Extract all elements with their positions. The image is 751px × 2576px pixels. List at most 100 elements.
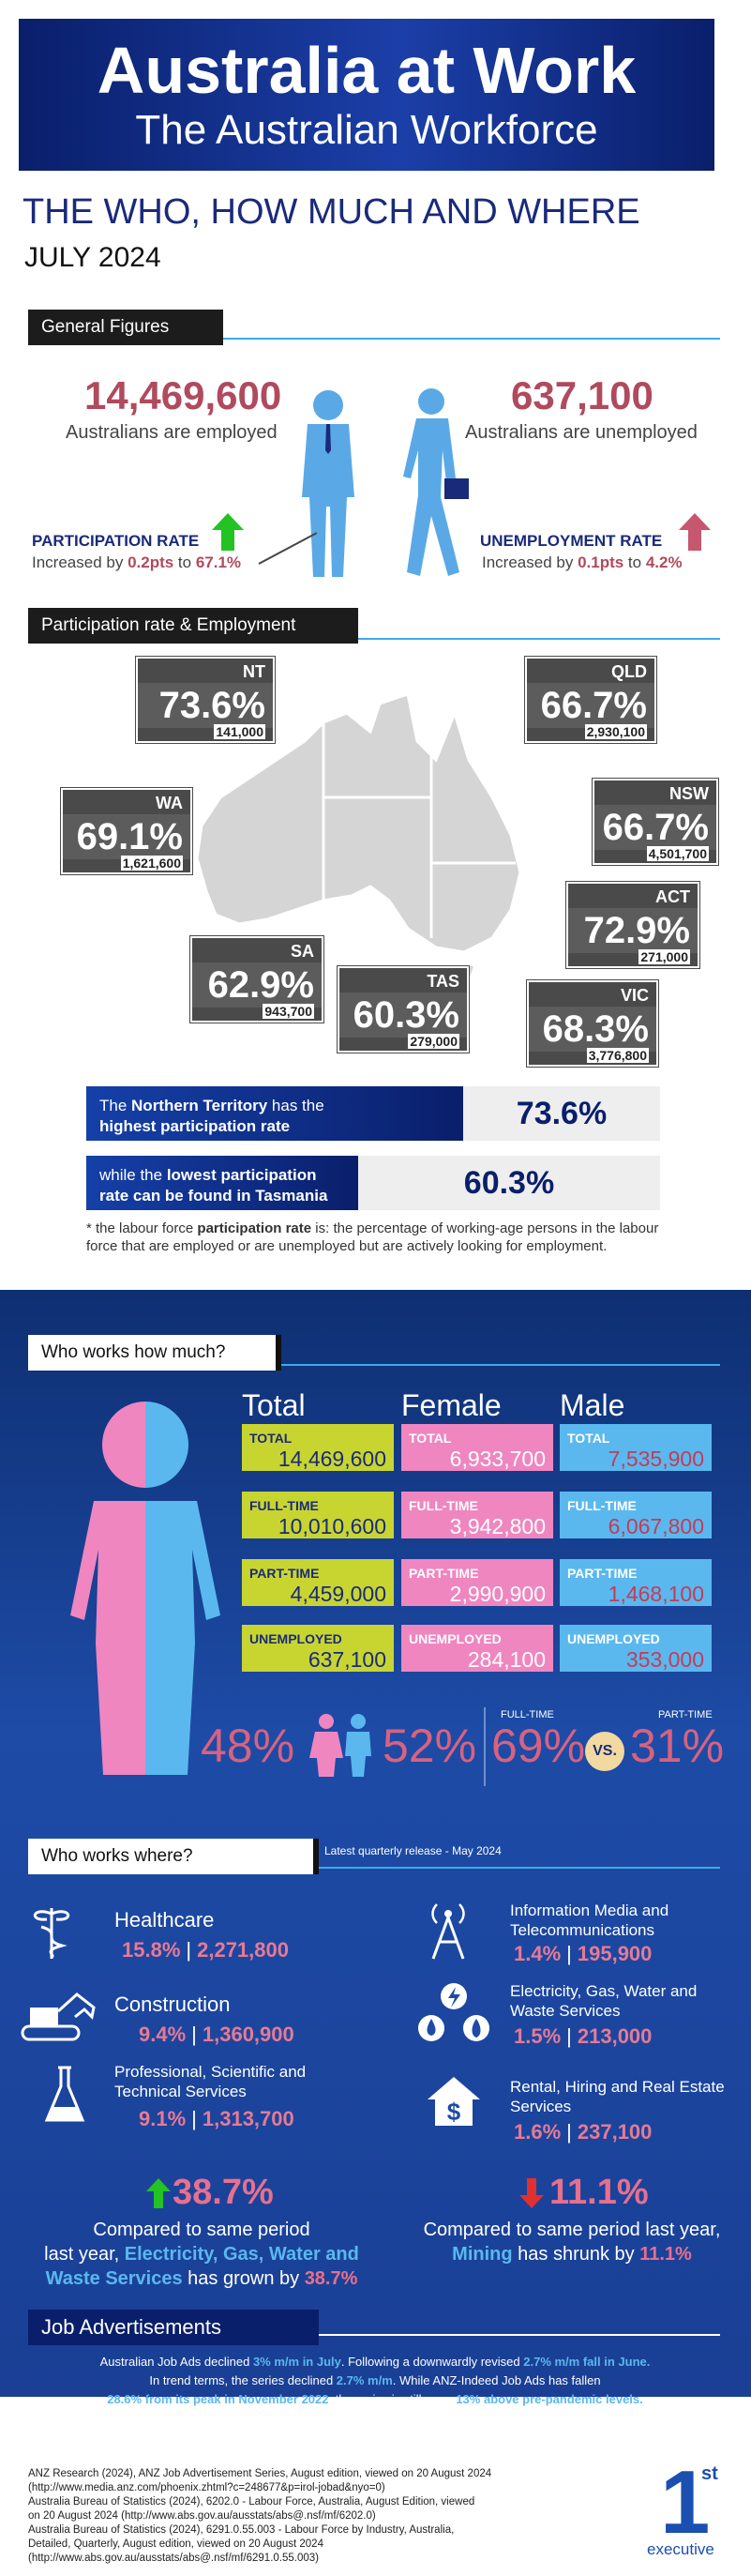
table-cell-total: TOTAL 14,469,600 [242,1424,394,1471]
cell-label: PART-TIME [249,1566,320,1581]
parttime-caption: PART-TIME [658,1709,713,1720]
unemployed-text: Australians are unemployed [465,422,698,443]
table-cell-male: FULL-TIME 6,067,800 [560,1492,712,1538]
employed-value: 14,469,600 [84,373,282,417]
industry-name: Information Media and Telecommunications [510,1902,669,1939]
parttime-percent: 31% [630,1720,725,1772]
table-cell-female: UNEMPLOYED 284,100 [401,1625,553,1672]
up-arrow-icon [146,2178,171,2208]
lowest-rate-text: while the lowest participation rate can … [86,1156,358,1210]
highest-rate-text: The Northern Territory has the highest pa… [86,1086,463,1141]
state-box-nt: NT 73.6% 141,000 [135,656,276,744]
worker-figures-illustration [302,388,469,577]
column-female: Female [401,1388,502,1422]
participation-rate-change: Increased by 0.2pts to 67.1% [32,553,242,571]
utilities-icon [418,1983,489,2041]
industry-value: 1.6% | 237,100 [514,2120,653,2144]
participation-footnote: * the labour force participation rate is… [86,1220,659,1254]
industry-value: 9.1% | 1,313,700 [139,2107,294,2130]
report-date: JULY 2024 [24,242,161,273]
divider [358,638,720,640]
state-box-qld: QLD 66.7% 2,930,100 [524,656,657,744]
antenna-icon [431,1903,465,1960]
lowest-rate-value: 60.3% [358,1156,660,1210]
fulltime-caption: FULL-TIME [501,1709,554,1720]
cell-value: 14,469,600 [278,1447,386,1471]
shrink-text: Compared to same period last year, Minin… [423,2220,721,2265]
table-cell-total: FULL-TIME 10,010,600 [242,1492,394,1538]
cell-label: TOTAL [567,1431,610,1446]
section-heading: THE WHO, HOW MUCH AND WHERE [23,192,640,232]
table-cell-female: FULL-TIME 3,942,800 [401,1492,553,1538]
industry-name: Professional, Scientific and Technical S… [114,2063,307,2100]
unemployment-rate-change: Increased by 0.1pts to 4.2% [482,553,683,571]
cell-label: FULL-TIME [409,1498,478,1513]
cell-value: 6,067,800 [608,1514,704,1538]
general-figures-label: General Figures [28,310,223,345]
vs-badge: VS. [585,1732,624,1771]
industry-name: Electricity, Gas, Water and Waste Servic… [510,1982,698,2020]
cell-label: FULL-TIME [567,1498,637,1513]
state-box-sa: SA 62.9% 943,700 [189,935,324,1023]
industry-name: Rental, Hiring and Real Estate Services [510,2078,725,2115]
job-ads-attribution: - ANZ Job Advertisements Series [285,2420,465,2434]
state-box-vic: VIC 68.3% 3,776,800 [526,979,659,1068]
highest-rate-value: 73.6% [463,1086,660,1141]
table-cell-female: PART-TIME 2,990,900 [401,1559,553,1606]
divider [281,1364,720,1366]
cell-value: 4,459,000 [290,1582,386,1606]
up-arrow-icon [679,513,711,551]
release-note: Latest quarterly release - May 2024 [324,1844,502,1857]
state-box-wa: WA 69.1% 1,621,600 [60,787,193,875]
divider [223,338,720,340]
industry-value: 1.4% | 195,900 [514,1942,653,1965]
industry-value: 15.8% | 2,271,800 [122,1938,289,1962]
cell-value: 284,100 [467,1647,546,1672]
shrink-value: 11.1% [549,2173,649,2212]
unemployed-value: 637,100 [511,373,653,417]
house-dollar-icon: $ [428,2077,480,2126]
cell-label: UNEMPLOYED [567,1631,660,1646]
cell-value: 7,535,900 [608,1447,704,1471]
industry-value: 9.4% | 1,360,900 [139,2023,294,2046]
up-arrow-icon [212,513,244,551]
cell-value: 637,100 [308,1647,386,1672]
cell-value: 6,933,700 [449,1447,546,1471]
company-logo: 1 st executive [647,2452,718,2559]
employed-text: Australians are employed [66,422,278,443]
cell-label: PART-TIME [409,1566,479,1581]
cell-label: UNEMPLOYED [249,1631,342,1646]
cell-value: 1,468,100 [608,1582,704,1606]
divider [319,1867,720,1869]
state-box-act: ACT 72.9% 271,000 [565,881,700,969]
cell-value: 2,990,900 [449,1582,546,1606]
table-cell-total: UNEMPLOYED 637,100 [242,1625,394,1672]
where-label: Who works where? [28,1839,319,1874]
cell-label: TOTAL [249,1431,293,1446]
growth-text: Compared to same period last year, Elect… [44,2220,359,2289]
divider [319,2334,720,2336]
column-male: Male [560,1388,625,1422]
column-total: Total [242,1388,306,1422]
table-cell-male: UNEMPLOYED 353,000 [560,1625,712,1672]
industry-name: Construction [114,1993,231,2016]
table-cell-total: PART-TIME 4,459,000 [242,1559,394,1606]
industry-name: Healthcare [114,1908,215,1932]
caduceus-icon [34,1908,69,1959]
participation-label: Participation rate & Employment [28,608,358,644]
unemployment-rate-title: UNEMPLOYMENT RATE [480,532,663,550]
sources: ANZ Research (2024), ANZ Job Advertiseme… [28,2468,492,2564]
cell-label: TOTAL [409,1431,452,1446]
hero-banner: Australia at Work The Australian Workfor… [19,19,714,171]
fulltime-percent: 69% [491,1720,586,1772]
page-title: Australia at Work [97,34,637,107]
state-box-nsw: NSW 66.7% 4,501,700 [592,778,719,866]
job-ads-label: Job Advertisements [28,2310,319,2345]
cell-label: FULL-TIME [249,1498,319,1513]
cell-value: 3,942,800 [449,1514,546,1538]
female-percent: 48% [201,1720,295,1772]
excavator-icon [21,1993,96,2041]
cell-value: 10,010,600 [278,1514,386,1538]
state-box-tas: TAS 60.3% 279,000 [337,965,470,1053]
how-much-label: Who works how much? [28,1335,281,1371]
